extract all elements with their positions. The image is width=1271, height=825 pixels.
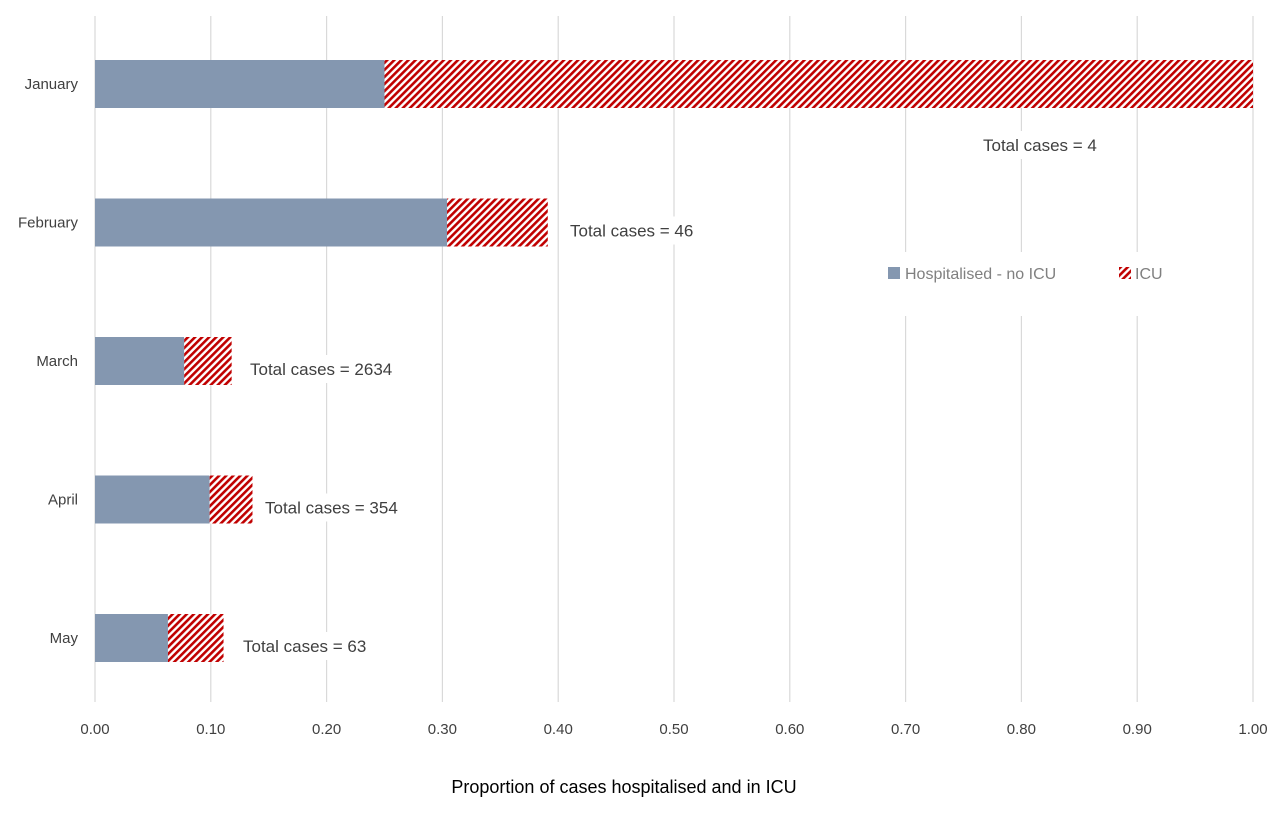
legend-background [872,252,1184,316]
bars [95,60,1253,662]
total-cases-annotation: Total cases = 46 [570,222,693,241]
legend-swatch-icu [1119,267,1131,279]
category-label: March [36,353,78,370]
annotation-background [257,493,420,522]
bar-hospitalised-may [95,614,168,662]
x-tick-label: 0.40 [544,721,573,738]
x-tick-label: 0.60 [775,721,804,738]
bar-hospitalised-february [95,198,448,247]
legend: Hospitalised - no ICU ICU [888,266,1163,283]
legend-box [872,252,1184,316]
bar-icu-february [447,198,548,247]
bar-icu-may [167,614,224,662]
x-tick-labels: 0.00 0.10 0.20 0.30 0.40 0.50 0.60 0.70 0.80 0.90… [80,721,1267,738]
annotation-background [975,131,1120,159]
total-cases-annotation: Total cases = 2634 [250,360,392,379]
x-tick-label: 0.80 [1007,721,1036,738]
total-cases-annotation: Total cases = 4 [983,136,1097,155]
bar-icu-january [384,60,1253,108]
category-labels: January February March April May [18,76,79,647]
bar-hospitalised-march [95,337,185,385]
gridlines [94,16,1254,702]
x-tick-label: 0.70 [891,721,920,738]
total-cases-annotation: Total cases = 354 [265,499,398,518]
x-tick-label: 0.20 [312,721,341,738]
x-axis-title: Proportion of cases hospitalised and in … [451,777,796,797]
category-label: May [50,630,79,647]
bar-icu-march [184,337,232,385]
legend-swatch-hospitalised [888,267,900,279]
bar-hospitalised-january [95,60,385,108]
annotation-background [242,355,413,383]
total-cases-annotation: Total cases = 63 [243,637,366,656]
x-tick-label: 1.00 [1238,721,1267,738]
x-tick-label: 0.50 [659,721,688,738]
legend-label-icu: ICU [1135,266,1163,283]
legend-label-hospitalised: Hospitalised - no ICU [905,266,1056,283]
x-tick-label: 0.00 [80,721,109,738]
annotation-background [235,632,389,660]
bar-icu-april [209,475,253,524]
x-tick-label: 0.90 [1123,721,1152,738]
category-label: April [48,492,78,509]
bar-hospitalised-april [95,475,210,524]
annotations: Total cases = 4 Total cases = 46 Total cas… [235,131,1120,660]
annotation-background [562,216,716,245]
category-label: February [18,215,79,232]
category-label: January [25,76,79,93]
x-tick-label: 0.10 [196,721,225,738]
x-tick-label: 0.30 [428,721,457,738]
